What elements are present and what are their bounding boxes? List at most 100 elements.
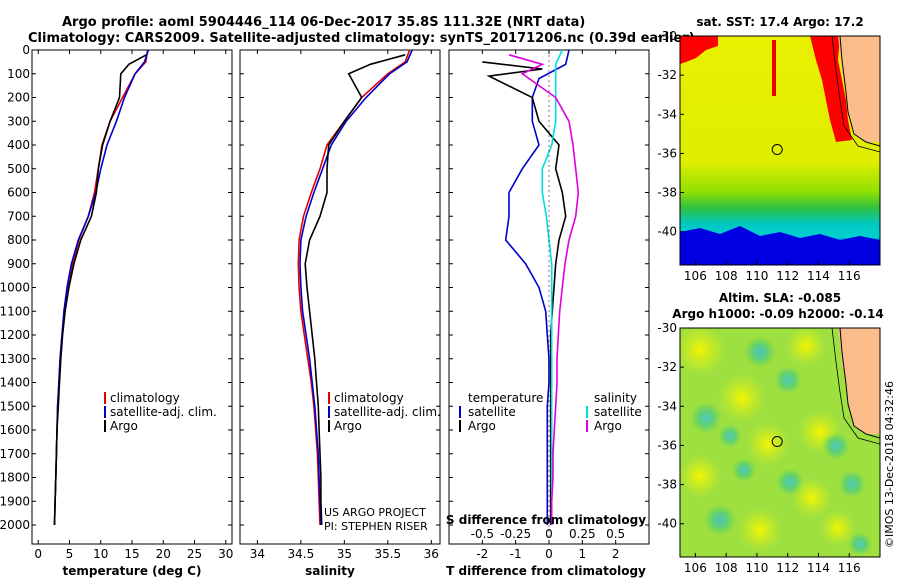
legend-swatch-s-argo — [586, 420, 588, 432]
sst-map-title: sat. SST: 17.4 Argo: 17.2 — [696, 15, 863, 29]
sst-map: sat. SST: 17.4 Argo: 17.2 106 108 110 112 11… — [657, 15, 881, 283]
legend-label-climatology: climatology — [110, 391, 180, 405]
salinity-lines — [297, 49, 413, 526]
x-tick-label: -1 — [510, 547, 522, 561]
sst-depth-contour — [831, 36, 880, 153]
sla-map-title: Altim. SLA: -0.085 — [719, 291, 841, 305]
legend-swatch-s-satellite — [586, 406, 588, 418]
lat-tick-label: -40 — [657, 517, 677, 531]
y-tick-label: 600 — [7, 186, 30, 200]
legend-swatch-climatology — [104, 392, 106, 404]
lon-tick-label: 112 — [776, 561, 799, 575]
sla-map-subtitle: Argo h1000: -0.09 h2000: -0.14 — [672, 307, 883, 321]
sst-warm-streak — [772, 40, 776, 96]
y-tick-label: 900 — [7, 257, 30, 271]
legend-label-argo: Argo — [110, 419, 138, 433]
sla-map-field — [680, 328, 880, 557]
y-tick-label: 1400 — [0, 376, 30, 390]
temperature-legend: climatology satellite-adj. clim. Argo — [104, 391, 217, 433]
difference-legend: temperature satellite Argo salinity sate… — [459, 391, 642, 433]
sla-coastline — [839, 328, 880, 439]
y-tick-label: 0 — [22, 43, 30, 57]
x-tick-label: 0 — [34, 547, 42, 561]
lat-tick-label: -32 — [657, 68, 677, 82]
title-line-1: Argo profile: aoml 5904446_114 06-Dec-20… — [62, 15, 585, 30]
x-tick-label: 35 — [337, 547, 352, 561]
lat-tick-label: -38 — [657, 186, 677, 200]
t-difference-xlabel: T difference from climatology — [446, 564, 646, 578]
legend-label-t-argo: Argo — [468, 419, 496, 433]
series-line-s-argo — [508, 54, 580, 525]
title-line-2: Climatology: CARS2009. Satellite-adjuste… — [28, 31, 695, 46]
series-line-t-argo — [482, 61, 567, 525]
legend-label-argo: Argo — [334, 419, 362, 433]
x-tick-label: 15 — [124, 547, 139, 561]
series-line-climatology — [297, 49, 411, 526]
sst-map-frame — [679, 35, 881, 266]
s-tick-label: 0.5 — [606, 527, 625, 541]
series-line-satellite-adj-clim- — [299, 49, 413, 526]
x-tick-label: 2 — [612, 547, 620, 561]
legend-label-s-argo: Argo — [594, 419, 622, 433]
y-tick-label: 1500 — [0, 399, 30, 413]
legend-title-salinity: salinity — [594, 391, 637, 405]
y-tick-label: 400 — [7, 138, 30, 152]
series-line-s-satellite — [541, 49, 564, 525]
lat-tick-label: -30 — [657, 29, 677, 43]
sla-map-frame — [679, 327, 881, 558]
lat-tick-label: -32 — [657, 360, 677, 374]
sst-coastline — [839, 36, 880, 147]
legend-label-s-satellite: satellite — [594, 405, 642, 419]
salinity-xlabel: salinity — [305, 564, 355, 578]
y-tick-label: 300 — [7, 114, 30, 128]
legend-swatch-climatology — [328, 392, 330, 404]
lon-tick-label: 110 — [745, 269, 768, 283]
s-tick-label: -0.25 — [500, 527, 531, 541]
sla-land — [838, 328, 880, 434]
legend-swatch-t-argo — [459, 420, 461, 432]
y-tick-label: 1100 — [0, 304, 30, 318]
y-tick-label: 700 — [7, 209, 30, 223]
legend-label-climatology: climatology — [334, 391, 404, 405]
sst-warm-patch-west — [680, 36, 718, 64]
y-tick-label: 1000 — [0, 281, 30, 295]
salinity-legend: climatology satellite-adj. clim. Argo — [328, 391, 441, 433]
lon-tick-label: 114 — [807, 561, 830, 575]
difference-y-ticks — [449, 49, 649, 526]
salinity-axes-frame — [239, 49, 441, 545]
legend-label-satellite: satellite-adj. clim. — [110, 405, 217, 419]
y-tick-label: 800 — [7, 233, 30, 247]
series-line-argo — [53, 54, 147, 526]
difference-panel: -2 -1 0 1 2 -0.5 -0.25 0 0.25 0.5 T difference f… — [446, 49, 650, 578]
imos-credit: ©IMOS 13-Dec-2018 04:32:46 — [883, 381, 896, 548]
argo-location-marker — [771, 436, 783, 448]
lon-tick-label: 110 — [745, 561, 768, 575]
x-tick-label: 34 — [250, 547, 265, 561]
y-tick-label: 1900 — [0, 494, 30, 508]
temperature-lines — [53, 49, 150, 526]
sst-map-field — [680, 36, 880, 265]
sst-map-lat-ticks: -30 -32 -34 -36 -38 -40 — [657, 29, 684, 239]
sst-warm-patch-coast — [810, 36, 852, 142]
s-tick-label: -0.5 — [471, 527, 494, 541]
sla-depth-contour — [831, 328, 880, 445]
legend-swatch-satellite — [328, 406, 330, 418]
y-tick-label: 1600 — [0, 423, 30, 437]
x-tick-label: 25 — [187, 547, 202, 561]
lon-tick-label: 108 — [715, 561, 738, 575]
difference-x-ticks: -2 -1 0 1 2 — [476, 50, 619, 561]
lon-tick-label: 108 — [715, 269, 738, 283]
x-tick-label: 5 — [66, 547, 74, 561]
legend-swatch-argo — [104, 420, 106, 432]
salinity-x-ticks: 34 34.5 35 35.5 36 — [250, 50, 439, 561]
s-difference-label: S difference from climatology — [446, 513, 646, 527]
lon-tick-label: 112 — [776, 269, 799, 283]
legend-title-temperature: temperature — [468, 391, 543, 405]
sla-map-lat-ticks: -30 -32 -34 -36 -38 -40 — [657, 321, 684, 531]
y-tick-label: 1200 — [0, 328, 30, 342]
lon-tick-label: 116 — [838, 269, 861, 283]
lat-tick-label: -34 — [657, 107, 677, 121]
legend-swatch-satellite — [104, 406, 106, 418]
sst-map-lon-ticks: 106 108 110 112 114 116 — [684, 261, 861, 283]
